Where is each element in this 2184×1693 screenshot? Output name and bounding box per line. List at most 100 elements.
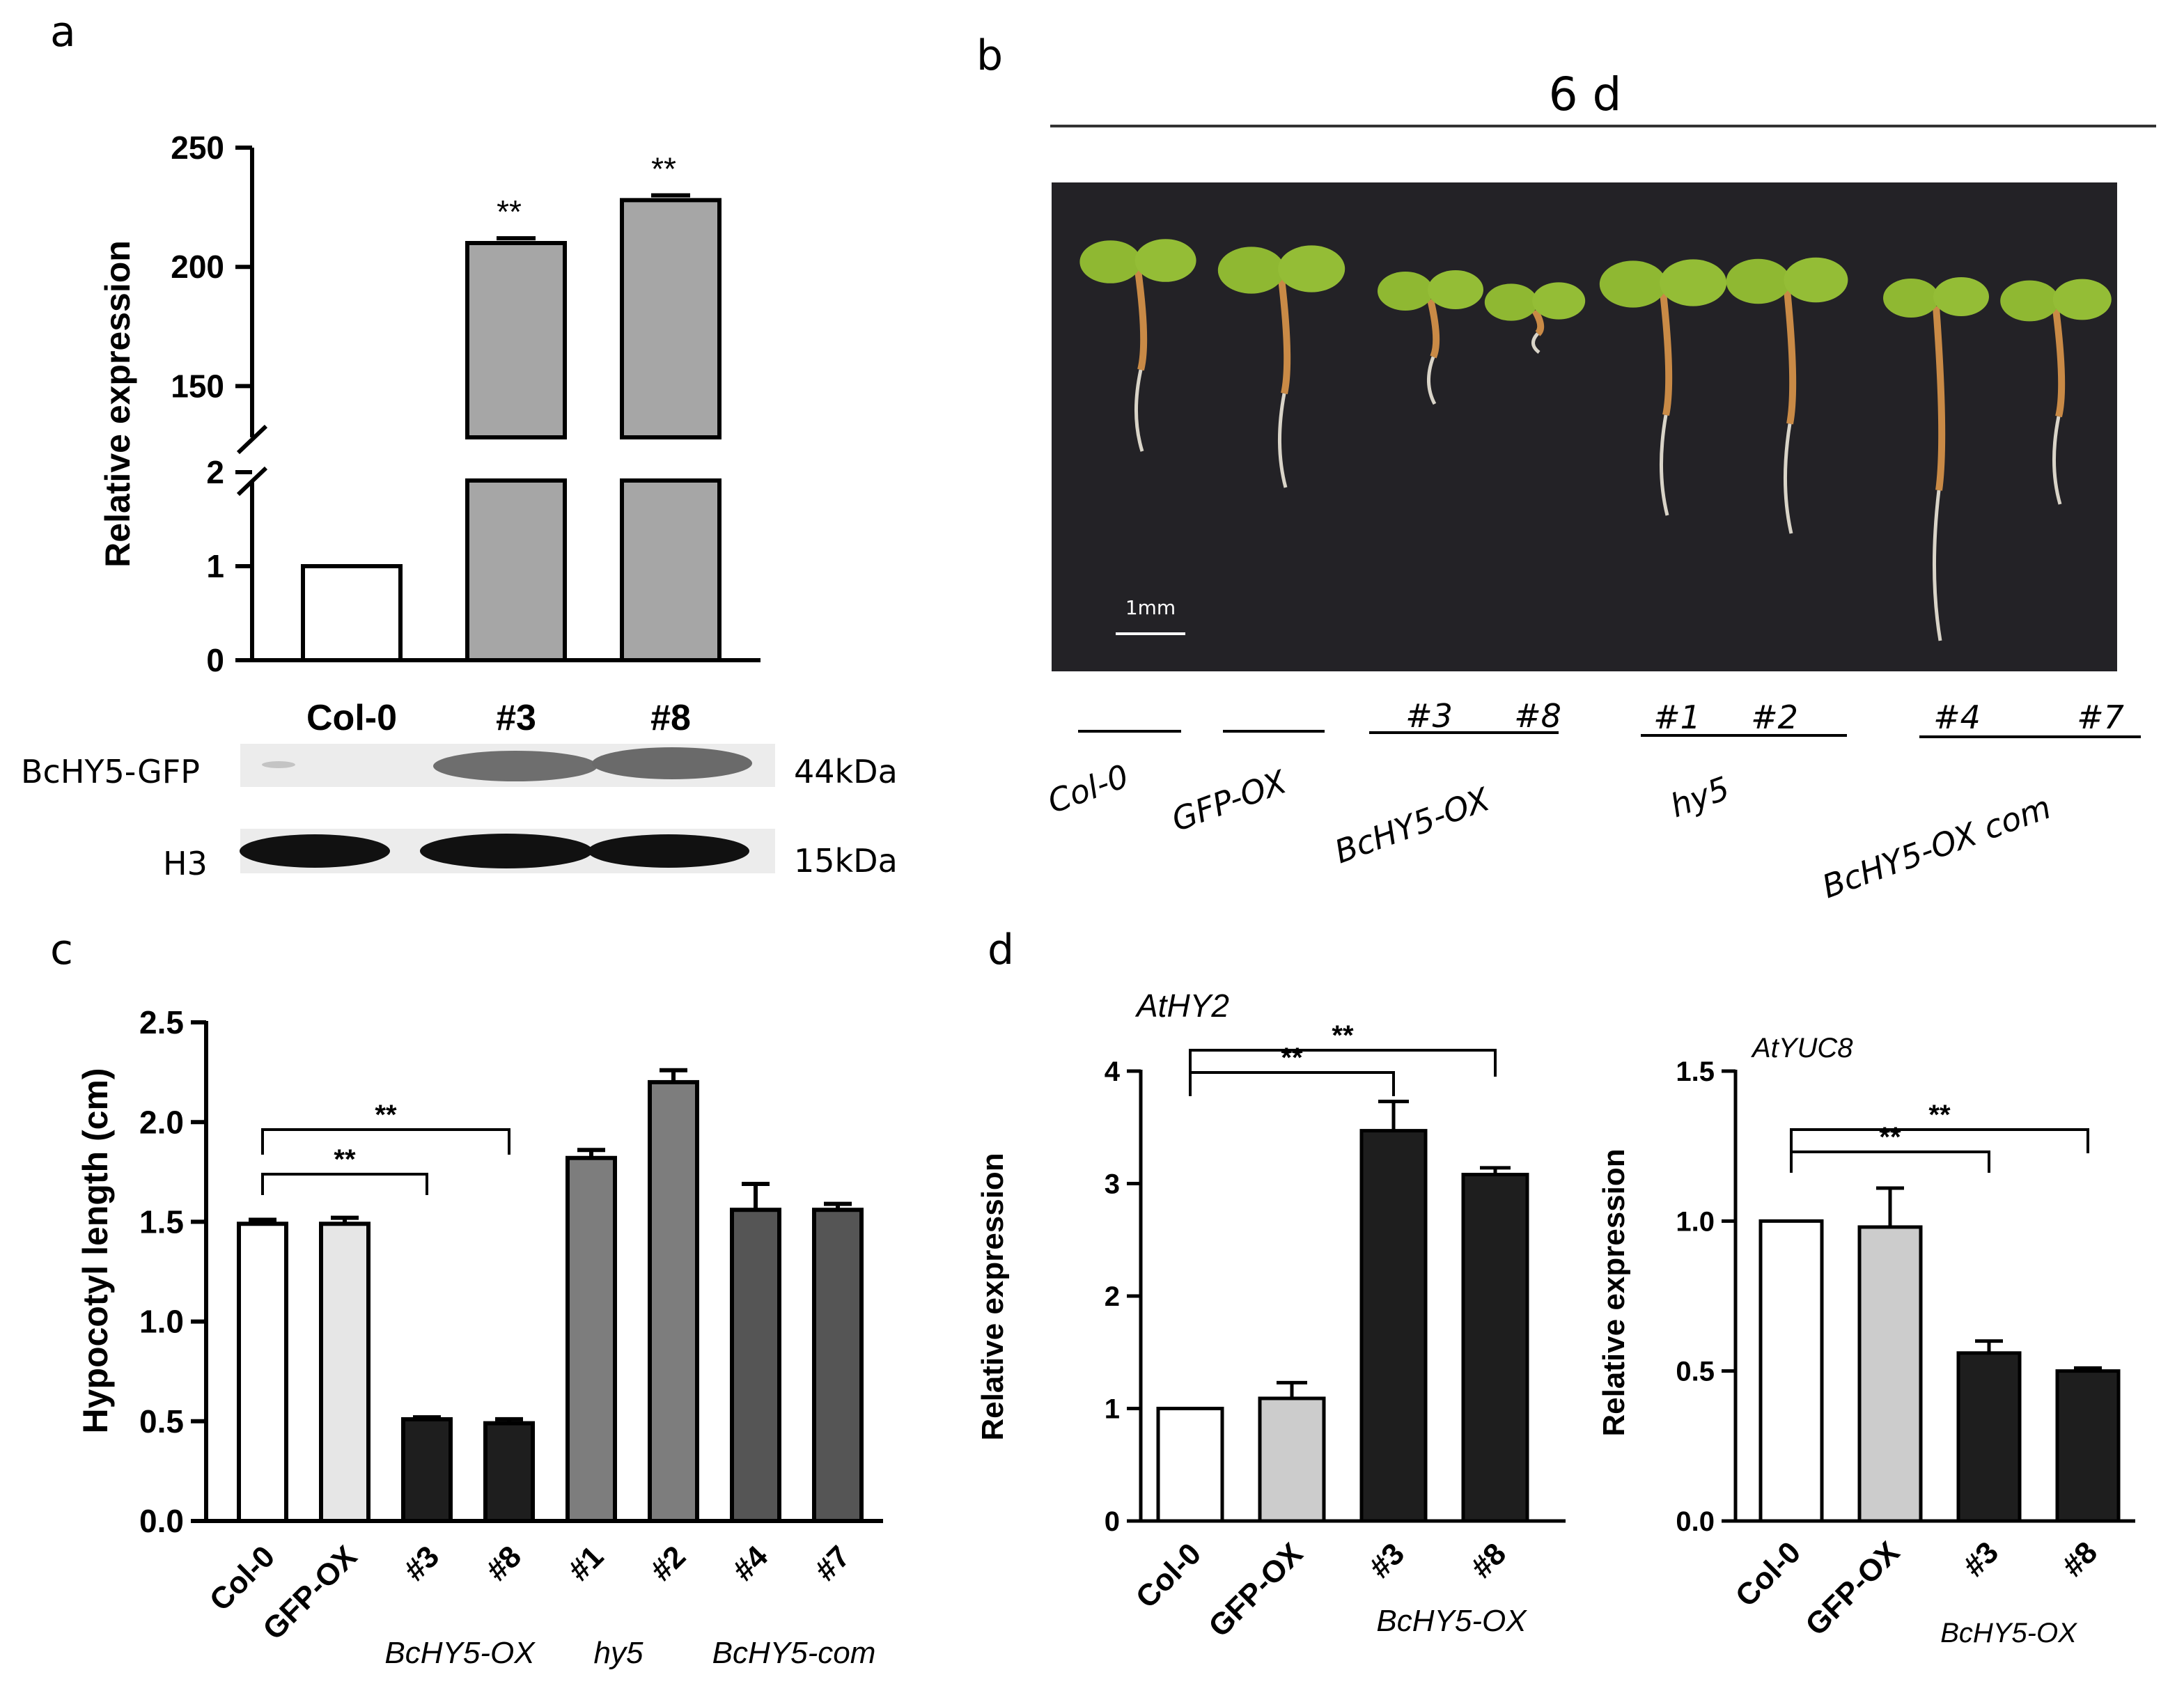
d1-bar-8: [1461, 1173, 1529, 1523]
a-ytick-label-250: 250: [171, 130, 224, 166]
panel-d2-chart: AtYUC8 Relative expression 0.00.51.01.5 …: [1597, 1033, 2135, 1648]
seedling-5-leaf-left: [1599, 260, 1667, 308]
blot-band-3-bchy5: [433, 751, 598, 781]
d1-bar-gfp-ox: [1258, 1396, 1326, 1523]
a-sig-3: **: [497, 194, 522, 230]
line-num-b2: #2: [1751, 699, 1798, 736]
d2-category-col-0: Col-0: [1729, 1535, 1807, 1613]
line-num-b1: #1: [1653, 699, 1701, 736]
seedlings: [1079, 239, 2112, 641]
panel-c-ylabel: Hypocotyl length (cm): [76, 1068, 115, 1433]
seedling-6-root: [1783, 423, 1793, 534]
c-bar-2: [648, 1079, 699, 1524]
d2-sig-bracket-1: [1790, 1150, 1990, 1173]
seedling-4-leaf-left: [1484, 283, 1538, 321]
blot-faint-band: [262, 761, 295, 768]
seedling-4-hypocotyl: [1531, 309, 1545, 336]
seedling-8-root: [2052, 416, 2062, 505]
c-ytick-label-0-0: 0.0: [139, 1503, 184, 1539]
d2-sig-bracket-2: [1790, 1128, 2089, 1153]
d1-bar-col-0: [1156, 1407, 1224, 1523]
seedling-6-hypocotyl: [1784, 289, 1797, 425]
c-category-2: #2: [644, 1539, 692, 1587]
c-category-8: #8: [480, 1539, 528, 1587]
c-sig-label-2: **: [375, 1100, 397, 1130]
seedling-5-hypocotyl: [1660, 292, 1673, 416]
panel-d-label: d: [988, 926, 1014, 974]
d1-ytick-label-2: 2: [1105, 1281, 1120, 1312]
seedling-photo: [1052, 182, 2117, 671]
a-category-3: #3: [496, 698, 536, 738]
d2-ytick-label-0-0: 0.0: [1676, 1506, 1715, 1537]
seedling-1-hypocotyl: [1134, 270, 1148, 371]
blot-band-3-h3: [420, 834, 593, 868]
c-sig-label-1: **: [334, 1144, 356, 1175]
panel-d2-title: AtYUC8: [1751, 1033, 1853, 1063]
panel-a-axis-break-lower: [236, 466, 268, 497]
caption-bchy5oxcom: BcHY5-OX com: [1817, 788, 2055, 906]
panel-c-chart: Hypocotyl length (cm) 0.0 0.5 1.0 1.5 2.0 2.5…: [76, 1004, 883, 1670]
a-bar-lower-8: [620, 478, 722, 662]
d1-ytick-label-0: 0: [1105, 1506, 1120, 1537]
caption-col0: Col-0: [1043, 757, 1133, 820]
c-category-7: #7: [809, 1539, 857, 1587]
a-sig-8: **: [651, 150, 676, 187]
d2-ytick-label-1-0: 1.0: [1676, 1206, 1715, 1237]
seedling-1-leaf-right: [1134, 239, 1196, 282]
c-bar-col-0: [237, 1222, 288, 1524]
a-ytick-label-1: 1: [206, 548, 224, 584]
seedling-8-leaf-right: [2052, 279, 2112, 320]
a-ytick-label-150: 150: [171, 368, 224, 404]
d1-ytick-label-1: 1: [1105, 1394, 1120, 1425]
line-num-b4: #4: [1933, 699, 1981, 736]
panel-a-chart: Relative expression 0 1 2 150 200 250 ** ** Co…: [98, 130, 760, 738]
seedling-6-leaf-left: [1726, 258, 1791, 304]
line-num-b3: #3: [1405, 697, 1453, 735]
d2-bar-col-0: [1758, 1219, 1824, 1523]
c-bar-1: [566, 1155, 617, 1523]
a-category-col-0: Col-0: [306, 698, 397, 738]
a-ytick-label-200: 200: [171, 249, 224, 285]
panel-d2-ylabel: Relative expression: [1597, 1148, 1631, 1436]
panel-a-axis-break-upper: [236, 424, 268, 455]
d2-category-8: #8: [2056, 1535, 2104, 1583]
seedling-4-root: [1531, 332, 1540, 354]
seedling-2-leaf-right: [1278, 245, 1346, 292]
panel-d1-ylabel: Relative expression: [976, 1153, 1010, 1440]
blot-row-label-bchy5: BcHY5-GFP: [21, 753, 200, 790]
seedling-5-root: [1659, 414, 1669, 516]
d1-category-col-0: Col-0: [1130, 1536, 1208, 1614]
c-sig-bracket-2: [261, 1128, 510, 1155]
group-label-d1-bchy5ox: BcHY5-OX: [1376, 1604, 1527, 1638]
d1-sig-label-1: **: [1281, 1043, 1303, 1073]
c-bar-8: [483, 1421, 535, 1523]
d2-sig-label-2: **: [1928, 1100, 1951, 1130]
panel-b-days: 6 d: [1549, 68, 1622, 121]
seedling-7-root: [1932, 490, 1942, 641]
c-bar-3: [401, 1417, 453, 1524]
seedling-8-leaf-left: [2000, 280, 2059, 322]
a-bar-col-0: [301, 564, 403, 662]
d2-ytick-label-1-5: 1.5: [1676, 1056, 1715, 1087]
panel-a-western-blot: BcHY5-GFP H3 44kDa 15kDa: [21, 744, 898, 882]
seedling-8-hypocotyl: [2052, 309, 2066, 418]
d1-category-8: #8: [1465, 1536, 1513, 1584]
seedling-7-hypocotyl: [1933, 306, 1946, 491]
seedling-3-leaf-left: [1378, 272, 1433, 311]
group-label-bchy5com: BcHY5-com: [712, 1636, 876, 1670]
d1-ytick-label-3: 3: [1105, 1169, 1120, 1200]
d1-bar-3: [1359, 1129, 1428, 1523]
caption-bchy5ox: BcHY5-OX: [1329, 780, 1495, 871]
c-category-col-0: Col-0: [203, 1539, 281, 1617]
caption-hy5: hy5: [1665, 769, 1734, 825]
panel-d1-title: AtHY2: [1134, 988, 1229, 1024]
panel-b-label: b: [976, 31, 1003, 80]
seedling-4-leaf-right: [1532, 282, 1586, 320]
seedling-1-root: [1134, 369, 1144, 452]
blot-band-8-bchy5: [592, 747, 752, 779]
seedling-5-leaf-right: [1660, 259, 1727, 306]
a-bar-upper-3: [465, 240, 567, 439]
blot-size-15: 15kDa: [794, 842, 898, 880]
c-bar-gfp-ox: [319, 1222, 370, 1524]
